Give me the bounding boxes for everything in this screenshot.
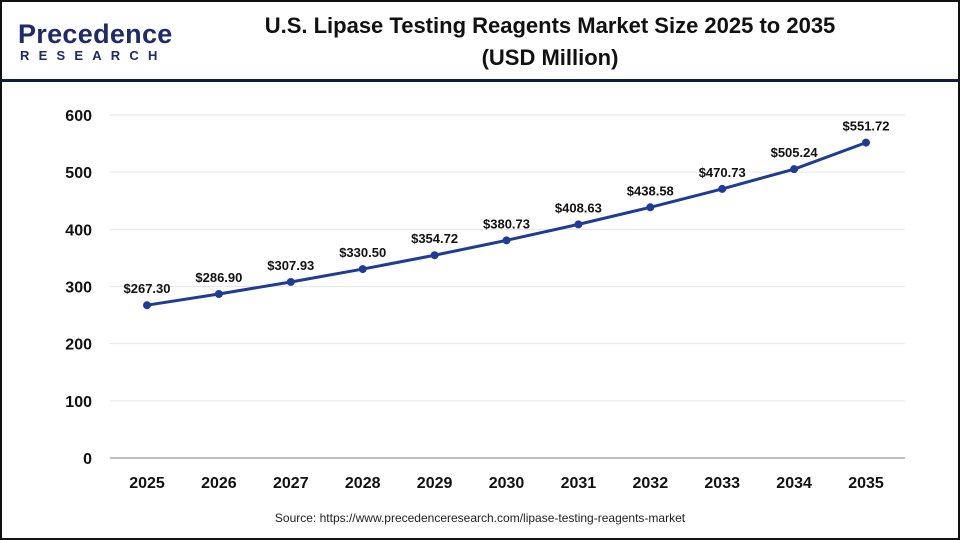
data-point [862, 138, 870, 147]
data-label: $408.63 [555, 200, 602, 215]
title-line-1: U.S. Lipase Testing Reagents Market Size… [264, 13, 836, 38]
data-label: $307.93 [267, 258, 314, 273]
y-tick-label: 0 [83, 451, 92, 468]
data-label: $551.72 [843, 119, 890, 134]
header-divider [0, 79, 960, 82]
x-tick-label: 2033 [704, 475, 740, 492]
title-line-2: (USD Million) [481, 45, 619, 70]
data-point [143, 301, 151, 310]
data-label: $438.58 [627, 183, 674, 198]
x-tick-label: 2028 [345, 475, 381, 492]
y-tick-label: 600 [65, 108, 92, 125]
y-tick-label: 300 [65, 280, 92, 297]
data-point [286, 277, 295, 286]
data-label: $380.73 [483, 216, 530, 231]
data-point [574, 220, 583, 229]
data-point [358, 265, 367, 274]
x-tick-label: 2029 [417, 475, 453, 492]
y-tick-label: 500 [65, 165, 92, 182]
data-point [790, 165, 799, 174]
x-tick-label: 2034 [776, 475, 812, 492]
chart-title: U.S. Lipase Testing Reagents Market Size… [240, 10, 860, 74]
x-tick-label: 2026 [201, 475, 237, 492]
data-point [718, 184, 727, 193]
data-point [502, 236, 511, 245]
logo-sub-text: RESEARCH [20, 48, 167, 63]
data-label: $505.24 [771, 145, 819, 160]
x-tick-label: 2032 [633, 475, 669, 492]
data-point [214, 289, 223, 298]
data-label: $286.90 [195, 270, 242, 285]
data-label: $330.50 [339, 245, 386, 260]
x-tick-label: 2035 [848, 475, 884, 492]
y-tick-label: 100 [65, 394, 92, 411]
x-tick-label: 2025 [129, 475, 165, 492]
x-tick-label: 2031 [561, 475, 597, 492]
source-note: Source: https://www.precedenceresearch.c… [274, 511, 686, 525]
precedence-research-logo: Precedence RESEARCH [18, 20, 173, 64]
data-label: $267.30 [124, 281, 171, 296]
data-label: $354.72 [411, 231, 458, 246]
logo-main-text: Precedence [18, 19, 173, 49]
y-tick-label: 200 [65, 337, 92, 354]
x-tick-label: 2027 [273, 475, 309, 492]
data-point [646, 203, 655, 212]
data-point [430, 251, 439, 260]
data-label: $470.73 [699, 165, 746, 180]
y-tick-label: 400 [65, 222, 92, 239]
x-tick-label: 2030 [489, 475, 525, 492]
